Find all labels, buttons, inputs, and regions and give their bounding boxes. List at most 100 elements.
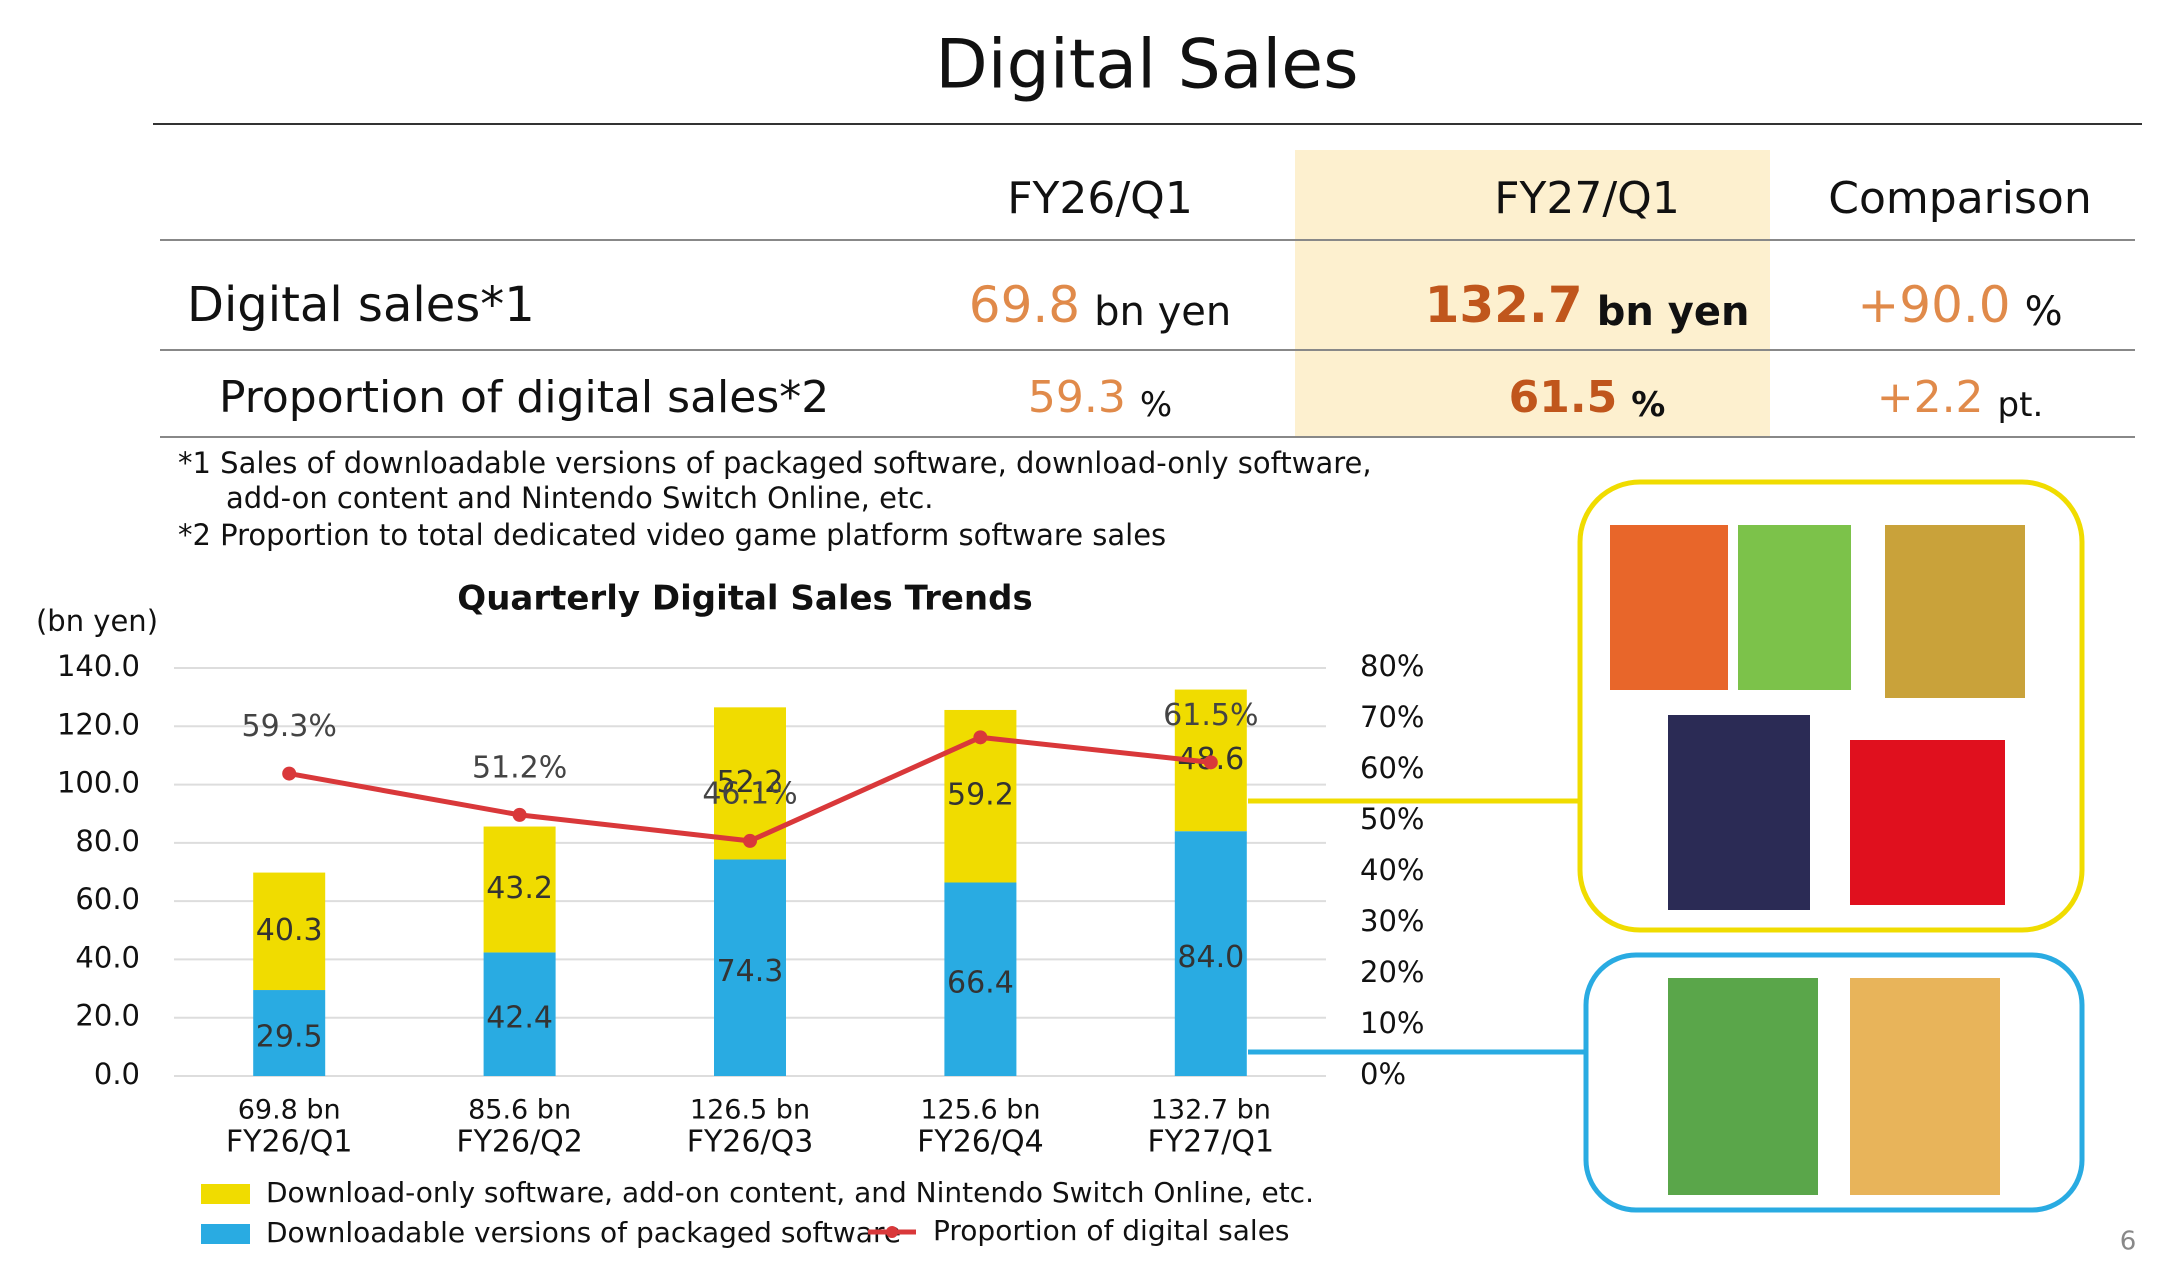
bar-segment [714,859,786,1076]
note: *2 Proportion to total dedicated video g… [178,518,1166,552]
product-image [1668,978,1818,1195]
callout-box [1583,952,2085,1213]
total-label: 132.7 bn [1151,1095,1271,1126]
y2-tick-label: 60% [1360,751,1424,785]
product-image [1850,978,2000,1195]
legend-swatch [201,1224,250,1244]
x-tick-label: FY26/Q2 [456,1125,583,1160]
cell-value: 59.3 [1028,372,1126,423]
bar-segment [483,826,556,953]
y-axis-label: (bn yen) [36,604,158,638]
y-tick-label: 40.0 [75,940,140,974]
product-image [1668,715,1810,910]
cell-unit: pt. [1998,385,2044,425]
page-number: 6 [2120,1227,2137,1257]
line-point [1203,755,1218,770]
cell-unit: % [1140,385,1172,425]
table-cell: +2.2 pt. [1877,372,2044,425]
cell-unit: % [1631,385,1665,425]
column-header: FY26/Q1 [1007,173,1193,224]
cell-value: +90.0 [1857,276,2010,334]
bar-segment [253,990,326,1076]
y2-tick-label: 10% [1360,1006,1424,1040]
line-point [973,730,988,745]
y2-tick-label: 50% [1360,802,1424,836]
data-label: 43.2 [486,871,553,906]
y2-tick-label: 0% [1360,1057,1406,1091]
table-cell: 132.7 bn yen [1425,276,1750,336]
line-label: 59.3% [242,709,337,744]
product-image [1850,740,2005,905]
bar-segment [253,872,326,991]
line-point [282,766,297,781]
product-images [1610,525,2025,1195]
product-image [1738,525,1851,690]
total-label: 126.5 bn [690,1095,810,1126]
data-label: 84.0 [1177,940,1244,975]
line-point [512,807,527,822]
y-tick-label: 100.0 [57,766,140,800]
chart-title: Quarterly Digital Sales Trends [457,579,1032,619]
cell-unit: bn yen [1094,289,1231,335]
cell-value: 132.7 [1425,276,1583,334]
y2-tick-label: 70% [1360,700,1424,734]
data-label: 52.2 [717,765,784,800]
product-image [1610,525,1728,690]
legend-label: Download-only software, add-on content, … [266,1176,1314,1209]
cell-unit: % [2025,289,2063,335]
line-label: 61.5% [1163,698,1258,733]
data-label: 59.2 [947,778,1014,813]
legend-label: Proportion of digital sales [933,1214,1290,1247]
x-tick-label: FY26/Q1 [226,1125,353,1160]
table-cell: 59.3% [1028,372,1172,425]
y-tick-label: 0.0 [94,1057,140,1091]
y-tick-label: 80.0 [75,824,140,858]
column-header: FY27/Q1 [1494,173,1680,224]
line-label: 46.1% [702,776,797,811]
x-tick-label: FY27/Q1 [1148,1125,1275,1160]
y-tick-label: 120.0 [57,707,140,741]
data-label: 40.3 [256,913,323,948]
product-image [1885,525,2025,698]
y-tick-label: 60.0 [75,882,140,916]
y2-tick-label: 30% [1360,904,1424,938]
data-label: 29.5 [256,1020,323,1055]
cell-value: 61.5 [1509,372,1618,423]
highlight-column [1295,150,1770,437]
data-label: 74.3 [717,954,784,989]
cell-value: 69.8 [969,276,1080,334]
y-tick-label: 140.0 [57,649,140,683]
y2-tick-label: 80% [1360,649,1424,683]
legend-swatch [886,1226,898,1238]
callout-box [1577,479,2085,933]
y2-tick-label: 40% [1360,853,1424,887]
slide-title: Digital Sales [935,26,1358,105]
bar-segment [1174,831,1247,1076]
note: add-on content and Nintendo Switch Onlin… [226,481,934,515]
row-label: Proportion of digital sales*2 [219,372,829,423]
table-cell: 61.5% [1509,372,1666,425]
x-tick-label: FY26/Q4 [917,1125,1044,1160]
line-point [743,833,757,848]
line-label: 51.2% [472,750,567,785]
table-cell: 69.8 bn yen [969,276,1231,336]
column-header: Comparison [1828,173,2091,224]
y-tick-label: 20.0 [75,999,140,1033]
bar-segment [483,952,556,1076]
cell-value: +2.2 [1877,372,1984,423]
total-label: 85.6 bn [468,1095,571,1126]
total-label: 125.6 bn [920,1095,1040,1126]
x-tick-label: FY26/Q3 [687,1125,814,1160]
row-label: Digital sales*1 [187,277,535,333]
table-cell: +90.0% [1857,276,2062,336]
note: *1 Sales of downloadable versions of pac… [178,446,1372,480]
cell-unit: bn yen [1597,289,1750,335]
legend-label: Downloadable versions of packaged softwa… [266,1216,901,1249]
y2-tick-label: 20% [1360,955,1424,989]
bar-segment [944,882,1017,1076]
total-label: 69.8 bn [238,1095,341,1126]
data-label: 66.4 [947,966,1014,1001]
data-label: 42.4 [486,1001,553,1036]
legend-swatch [201,1184,250,1204]
